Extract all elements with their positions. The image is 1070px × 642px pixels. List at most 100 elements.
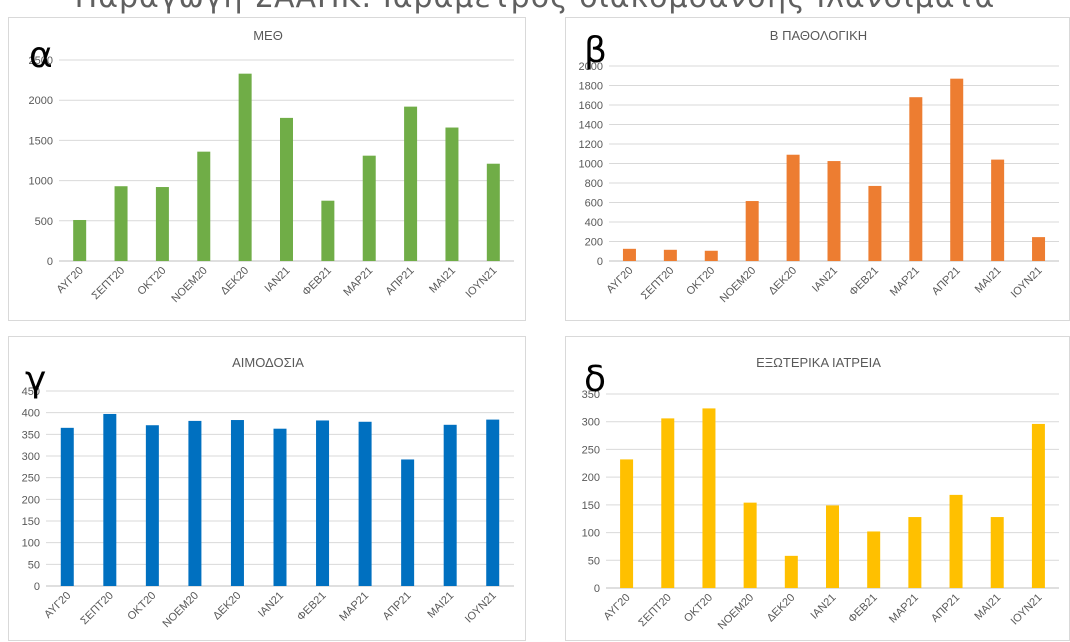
chart-title: ΕΞΩΤΕΡΙΚΑ ΙΑΤΡΕΙΑ [756,355,881,370]
bar-ΣΕΠΤ20 [663,249,677,261]
x-tick-label: ΙΑΝ21 [810,265,840,295]
y-tick-label: 1000 [29,176,53,188]
x-tick-label: ΦΕΒ21 [847,265,881,299]
bar-ΜΑΡ21 [909,97,923,261]
y-tick-label: 350 [22,429,40,441]
bar-ΙΑΝ21 [827,161,841,261]
bar-ΦΕΒ21 [867,531,881,588]
y-tick-label: 300 [22,451,40,463]
chart-title: Β ΠΑΘΟΛΟΓΙΚΗ [770,28,867,43]
x-tick-label: ΣΕΠΤ20 [636,592,674,630]
x-tick-label: ΜΑΡ21 [887,592,921,626]
bar-ΟΚΤ20 [145,425,159,586]
bar-ΝΟΕΜ20 [745,201,759,261]
bar-ΟΚΤ20 [704,250,718,261]
bar-ΑΠΡ21 [404,106,418,261]
x-tick-label: ΑΠΡ21 [929,592,962,625]
bar-ΙΑΝ21 [273,428,287,586]
page-heading: Παραγωγή ΣΑΑΠΚ: Ιαραμετρος διακομσανσης … [0,0,1070,20]
x-tick-label: ΜΑΙ21 [972,592,1003,623]
x-tick-label: ΔΕΚ20 [219,265,252,298]
chart-title: ΑΙΜΟΔΟΣΙΑ [232,355,304,370]
x-tick-label: ΙΑΝ21 [809,592,839,622]
x-tick-label: ΜΑΙ21 [425,590,456,621]
bar-ΣΕΠΤ20 [114,186,128,261]
x-tick-label: ΙΑΝ21 [263,265,293,295]
bar-ΦΕΒ21 [316,420,330,586]
panel-letter-alpha: α [29,35,53,76]
bar-ΔΕΚ20 [786,154,800,261]
bar-ΟΚΤ20 [702,408,716,588]
bar-ΙΟΥΝ21 [486,419,500,586]
x-tick-label: ΙΑΝ21 [256,590,286,620]
bar-ΜΑΙ21 [445,127,459,261]
y-tick-label: 2500 [29,55,53,67]
y-tick-label: 150 [22,516,40,528]
x-tick-label: ΔΕΚ20 [765,592,798,625]
x-tick-label: ΜΑΡ21 [888,265,922,299]
aimodosia-bar-chart: ΑΙΜΟΔΟΣΙΑ 0 50 100 150 200 250 300 350 400 450 ΑΥΓ2… [22,355,514,630]
bar-ΔΕΚ20 [230,420,244,586]
x-tick-label: ΑΥΓ20 [604,265,635,296]
y-tick-label: 300 [582,417,600,429]
x-tick-label: ΙΟΥΝ21 [1009,265,1045,301]
chart-panel-exoterika: ΕΞΩΤΕΡΙΚΑ ΙΑΤΡΕΙΑ 0 50 100 150 200 250 300 350 ΑΥ… [565,336,1070,641]
x-tick-label: ΜΑΡ21 [337,590,371,624]
bar-ΑΥΓ20 [620,459,634,588]
x-tick-label: ΙΟΥΝ21 [463,590,499,626]
y-tick-label: 250 [22,473,40,485]
x-tick-label: ΜΑΡ21 [341,265,375,299]
bar-ΜΑΡ21 [362,155,376,261]
y-tick-label: 0 [594,583,600,595]
pathologiki-bar-chart: Β ΠΑΘΟΛΟΓΙΚΗ 0 200 400 600 800 1000 1200 1400 160… [579,28,1059,305]
bar-ΑΠΡ21 [949,494,963,588]
x-tick-label: ΙΟΥΝ21 [464,265,500,301]
x-tick-label: ΦΕΒ21 [295,590,329,624]
y-tick-label: 0 [597,256,603,268]
x-tick-label: ΟΚΤ20 [684,265,717,298]
y-tick-label: 100 [582,528,600,540]
y-tick-label: 250 [582,444,600,456]
x-tick-label: ΝΟΕΜ20 [169,265,209,305]
x-tick-label: ΜΑΙ21 [427,265,458,296]
x-tick-label: ΦΕΒ21 [846,592,880,626]
x-tick-label: ΑΠΡ21 [381,590,414,623]
y-tick-label: 100 [22,538,40,550]
x-tick-label: ΑΥΓ20 [601,592,632,623]
y-tick-label: 500 [35,216,53,228]
panel-letter-beta: β [584,30,607,71]
bar-ΝΟΕΜ20 [197,151,211,261]
y-tick-label: 200 [585,237,603,249]
x-tick-label: ΦΕΒ21 [300,265,334,299]
bar-ΙΑΝ21 [826,505,839,588]
x-tick-label: ΣΕΠΤ20 [78,590,116,628]
x-tick-label: ΣΕΠΤ20 [639,265,677,303]
bar-ΝΟΕΜ20 [188,420,202,586]
bar-ΝΟΕΜ20 [743,502,757,588]
y-tick-label: 50 [588,555,600,567]
bar-ΣΕΠΤ20 [103,413,117,586]
x-tick-label: ΝΟΕΜ20 [718,265,758,305]
meth-bar-chart: ΜΕΘ 0 500 1000 1500 2000 2500 ΑΥΓ20 ΣΕΠΤ20 ΟΚΤ20 Ν… [29,28,514,305]
y-tick-label: 1600 [579,100,603,112]
x-tick-label: ΜΑΙ21 [973,265,1004,296]
y-tick-label: 0 [47,256,53,268]
bar-ΙΑΝ21 [280,117,293,261]
y-tick-label: 200 [582,472,600,484]
chart-panel-meth: ΜΕΘ 0 500 1000 1500 2000 2500 ΑΥΓ20 ΣΕΠΤ20 ΟΚΤ20 Ν… [8,17,526,321]
y-tick-label: 200 [22,494,40,506]
bar-ΑΥΓ20 [60,427,74,586]
x-tick-label: ΟΚΤ20 [682,592,715,625]
x-tick-label: ΣΕΠΤ20 [90,265,128,303]
x-tick-label: ΑΠΡ21 [930,265,963,298]
x-tick-label: ΔΕΚ20 [766,265,799,298]
y-tick-label: 2000 [579,61,603,73]
bar-ΙΟΥΝ21 [1032,237,1046,261]
y-tick-label: 1800 [579,81,603,93]
bar-ΦΕΒ21 [868,185,882,261]
bar-ΜΑΙ21 [991,159,1005,261]
bar-ΟΚΤ20 [155,187,169,261]
x-tick-label: ΝΟΕΜ20 [161,590,201,630]
x-tick-label: ΟΚΤ20 [135,265,168,298]
chart-title: ΜΕΘ [253,28,283,43]
